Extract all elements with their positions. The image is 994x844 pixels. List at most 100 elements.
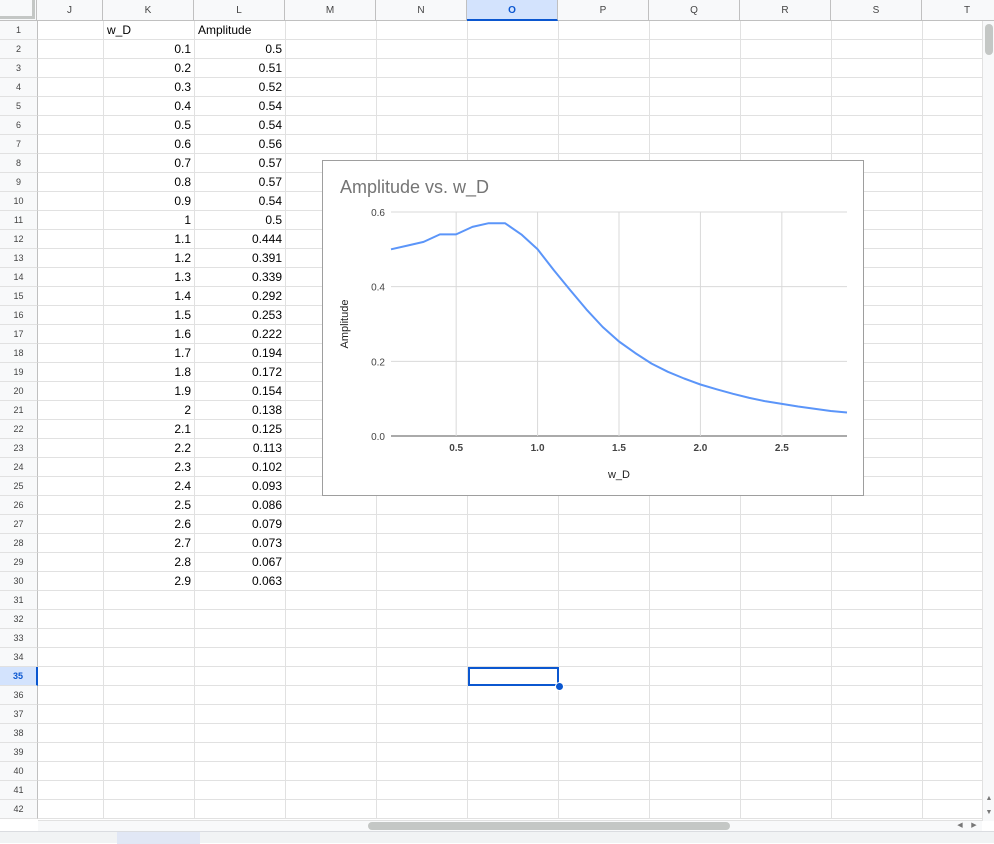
cell-n5[interactable]: [377, 97, 468, 116]
cell-k22[interactable]: 2.1: [104, 420, 195, 439]
cell-n37[interactable]: [377, 705, 468, 724]
row-header-35[interactable]: 35: [0, 667, 38, 686]
cell-p28[interactable]: [559, 534, 650, 553]
cell-s15[interactable]: [832, 287, 923, 306]
cell-m41[interactable]: [286, 781, 377, 800]
cell-s28[interactable]: [832, 534, 923, 553]
cell-l18[interactable]: 0.194: [195, 344, 286, 363]
cell-j38[interactable]: [38, 724, 104, 743]
cell-s16[interactable]: [832, 306, 923, 325]
cell-q7[interactable]: [650, 135, 741, 154]
cell-j5[interactable]: [38, 97, 104, 116]
row-header-29[interactable]: 29: [0, 553, 38, 572]
cell-l38[interactable]: [195, 724, 286, 743]
cell-l10[interactable]: 0.54: [195, 192, 286, 211]
cell-p34[interactable]: [559, 648, 650, 667]
cell-s4[interactable]: [832, 78, 923, 97]
cell-l19[interactable]: 0.172: [195, 363, 286, 382]
cell-t14[interactable]: [923, 268, 982, 287]
cell-l29[interactable]: 0.067: [195, 553, 286, 572]
cell-p32[interactable]: [559, 610, 650, 629]
cell-o36[interactable]: [468, 686, 559, 705]
cell-r36[interactable]: [741, 686, 832, 705]
select-all-corner[interactable]: [0, 0, 37, 21]
cell-s39[interactable]: [832, 743, 923, 762]
cell-k10[interactable]: 0.9: [104, 192, 195, 211]
cell-j22[interactable]: [38, 420, 104, 439]
cell-p42[interactable]: [559, 800, 650, 819]
cell-l30[interactable]: 0.063: [195, 572, 286, 591]
cell-j21[interactable]: [38, 401, 104, 420]
cell-k38[interactable]: [104, 724, 195, 743]
cell-m6[interactable]: [286, 116, 377, 135]
cell-l25[interactable]: 0.093: [195, 477, 286, 496]
cell-l41[interactable]: [195, 781, 286, 800]
cell-m7[interactable]: [286, 135, 377, 154]
cell-q39[interactable]: [650, 743, 741, 762]
cell-t16[interactable]: [923, 306, 982, 325]
cell-s24[interactable]: [832, 458, 923, 477]
cell-n7[interactable]: [377, 135, 468, 154]
cell-l20[interactable]: 0.154: [195, 382, 286, 401]
cell-k3[interactable]: 0.2: [104, 59, 195, 78]
vertical-scroll-thumb[interactable]: [985, 24, 993, 55]
cell-k13[interactable]: 1.2: [104, 249, 195, 268]
cell-s23[interactable]: [832, 439, 923, 458]
cell-k26[interactable]: 2.5: [104, 496, 195, 515]
cell-o6[interactable]: [468, 116, 559, 135]
cell-t12[interactable]: [923, 230, 982, 249]
cell-t19[interactable]: [923, 363, 982, 382]
cell-q1[interactable]: [650, 21, 741, 40]
cell-l28[interactable]: 0.073: [195, 534, 286, 553]
cell-s17[interactable]: [832, 325, 923, 344]
cell-t41[interactable]: [923, 781, 982, 800]
column-header-j[interactable]: J: [37, 0, 103, 21]
cell-k4[interactable]: 0.3: [104, 78, 195, 97]
cell-l37[interactable]: [195, 705, 286, 724]
row-header-41[interactable]: 41: [0, 781, 38, 800]
cell-l32[interactable]: [195, 610, 286, 629]
cell-l22[interactable]: 0.125: [195, 420, 286, 439]
cell-l8[interactable]: 0.57: [195, 154, 286, 173]
cell-s18[interactable]: [832, 344, 923, 363]
cell-t20[interactable]: [923, 382, 982, 401]
scroll-right-arrow-icon[interactable]: ▶: [971, 822, 977, 829]
cell-q2[interactable]: [650, 40, 741, 59]
cell-k7[interactable]: 0.6: [104, 135, 195, 154]
cell-j14[interactable]: [38, 268, 104, 287]
cell-j7[interactable]: [38, 135, 104, 154]
cell-r6[interactable]: [741, 116, 832, 135]
column-header-m[interactable]: M: [285, 0, 376, 21]
cell-n3[interactable]: [377, 59, 468, 78]
row-header-15[interactable]: 15: [0, 287, 38, 306]
cell-l35[interactable]: [195, 667, 286, 686]
cell-j35[interactable]: [38, 667, 104, 686]
cell-n2[interactable]: [377, 40, 468, 59]
cell-j15[interactable]: [38, 287, 104, 306]
row-header-16[interactable]: 16: [0, 306, 38, 325]
cell-k12[interactable]: 1.1: [104, 230, 195, 249]
cell-o27[interactable]: [468, 515, 559, 534]
cell-o40[interactable]: [468, 762, 559, 781]
cell-k15[interactable]: 1.4: [104, 287, 195, 306]
cell-o2[interactable]: [468, 40, 559, 59]
row-header-14[interactable]: 14: [0, 268, 38, 287]
row-header-25[interactable]: 25: [0, 477, 38, 496]
cell-p41[interactable]: [559, 781, 650, 800]
row-header-23[interactable]: 23: [0, 439, 38, 458]
cell-k21[interactable]: 2: [104, 401, 195, 420]
cell-r38[interactable]: [741, 724, 832, 743]
row-header-1[interactable]: 1: [0, 21, 38, 40]
cell-p29[interactable]: [559, 553, 650, 572]
cell-l39[interactable]: [195, 743, 286, 762]
cell-q33[interactable]: [650, 629, 741, 648]
cell-s1[interactable]: [832, 21, 923, 40]
cell-j27[interactable]: [38, 515, 104, 534]
cell-k14[interactable]: 1.3: [104, 268, 195, 287]
cell-m29[interactable]: [286, 553, 377, 572]
cell-j17[interactable]: [38, 325, 104, 344]
cell-k25[interactable]: 2.4: [104, 477, 195, 496]
cell-r37[interactable]: [741, 705, 832, 724]
cell-t10[interactable]: [923, 192, 982, 211]
cell-q34[interactable]: [650, 648, 741, 667]
